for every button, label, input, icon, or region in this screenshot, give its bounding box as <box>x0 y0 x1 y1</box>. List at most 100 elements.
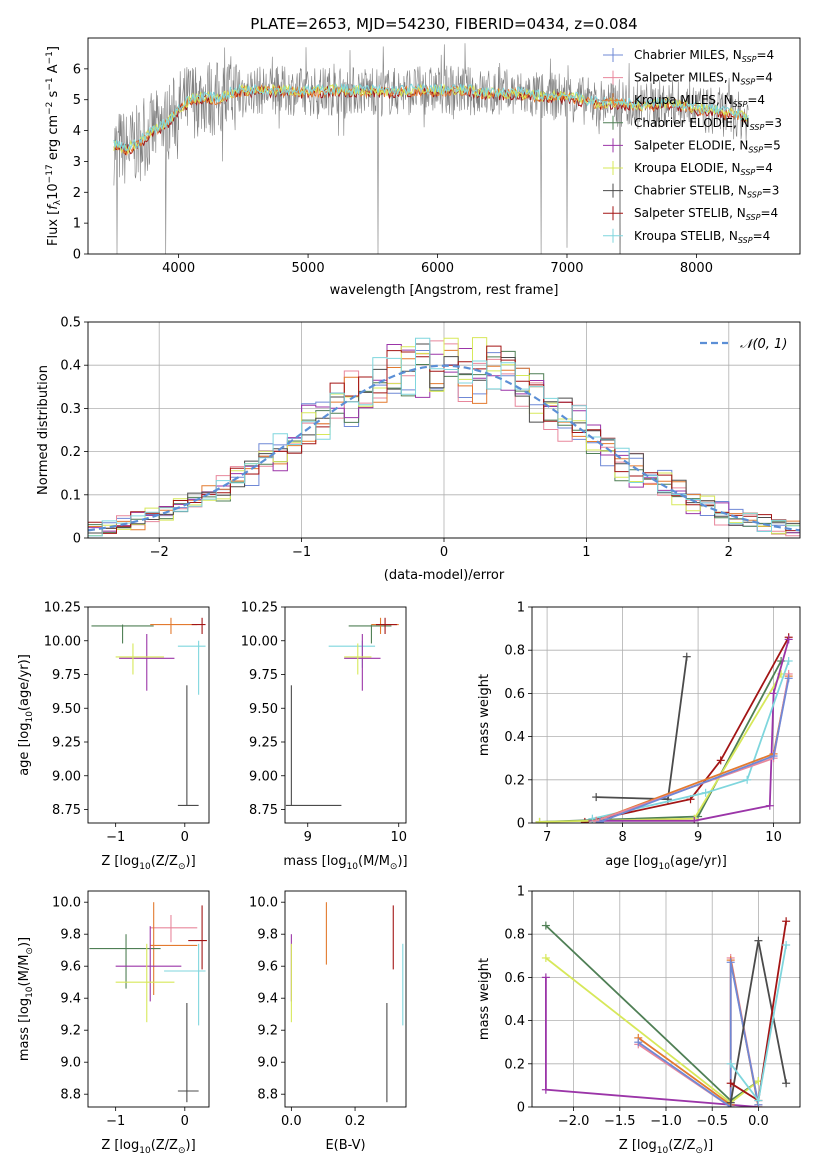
residuals-xtick-label: 1 <box>582 545 590 560</box>
age_vs_z-plot <box>91 617 206 807</box>
spectrum-xtick-label: 5000 <box>292 261 325 276</box>
weight_vs_z-ytick-label: 0.8 <box>504 928 525 943</box>
weight_vs_age-frame <box>531 606 801 824</box>
mass_vs_z-ytick-label: 10.0 <box>52 896 81 911</box>
weight_vs_age-ytick-label: 1 <box>517 601 525 616</box>
residuals-ytick-label: 0.3 <box>60 402 81 417</box>
spectrum-legend-label: Chabrier STELIB, NSSP=3 <box>634 184 779 200</box>
mass_vs_ebv-plot <box>290 902 404 1103</box>
weight_vs_age-xlabel-part: 10 <box>658 862 670 872</box>
spectrum-ytick-label: 4 <box>73 124 81 139</box>
mass_vs_ebv-xlabel: E(B-V) <box>325 1138 365 1153</box>
spectrum-ticks: 4000 5000 6000 7000 8000 0 1 2 3 4 5 6 <box>73 62 713 276</box>
legend-sub: SSP <box>733 100 748 109</box>
mass_vs_z-ytick-label: 9.6 <box>60 960 81 975</box>
spectrum-ylabel-part: λ <box>53 199 63 205</box>
legend-sub: SSP <box>738 236 753 245</box>
mass_vs_z-ticks: −1 0 8.8 9.0 9.2 9.4 9.6 9.8 10.0 <box>52 896 189 1129</box>
mass_vs_z-xlabel-part: 10 <box>139 1146 151 1156</box>
age_vs_z-ylabel-part: (age/yr)] <box>17 654 32 711</box>
age_vs_z-xlabel: Z [log10(Z/Z⊙)] <box>101 854 195 872</box>
age_vs_z-ticks: −1 0 8.75 9.00 9.25 9.50 9.75 10.00 10.25 <box>44 601 189 846</box>
age_vs_mass-ytick-label: 10.00 <box>241 634 278 649</box>
weight_vs_age-ytick-label: 0.2 <box>504 773 525 788</box>
legend-text: Kroupa ELODIE, N <box>634 161 741 175</box>
mass_vs_z-frame <box>87 890 210 1108</box>
weight_vs_z-xlabel: Z [log10(Z/Z⊙)] <box>619 1138 713 1156</box>
weight_vs_age-xlabel-part: (age/yr)] <box>670 854 727 869</box>
age_vs_z-ytick-label: 9.50 <box>52 702 81 717</box>
weight_vs_age-series-salpeter_stelib <box>584 636 790 823</box>
mass_vs_z-ytick-label: 9.4 <box>60 992 81 1007</box>
weight_vs_age-ticks: 7 8 9 10 0 0.2 0.4 0.6 0.8 1 <box>504 601 782 846</box>
spectrum-ytick-label: 1 <box>73 217 81 232</box>
age_vs_z-ylabel-part: 10 <box>25 711 35 723</box>
age_vs_mass-ticks: 9 10 8.75 9.00 9.25 9.50 9.75 10.00 10.25 <box>241 601 407 846</box>
age_vs_z-ytick-label: 9.75 <box>52 668 81 683</box>
mass_vs_ebv-frame <box>284 890 407 1108</box>
weight_vs_age-ytick-label: 0.6 <box>504 687 525 702</box>
weight_vs_age-series-salpeter_elodie <box>592 639 790 822</box>
legend-sub: SSP <box>742 55 757 64</box>
mass_vs_z-ylabel-part: mass [log <box>17 998 32 1061</box>
legend-tail: =4 <box>747 93 765 107</box>
spectrum-xtick-label: 6000 <box>421 261 454 276</box>
age_vs_z-xtick-label: 0 <box>181 830 189 845</box>
weight_vs_z-ytick-label: 0.2 <box>504 1057 525 1072</box>
spectrum-ylabel-part: s <box>46 90 61 101</box>
age_vs_mass-frame <box>284 606 407 824</box>
spectrum-ytick-label: 0 <box>73 248 81 263</box>
residuals-plot <box>88 337 800 537</box>
spectrum-legend-label: Kroupa ELODIE, NSSP=4 <box>634 161 773 177</box>
weight_vs_age-xtick-label: 8 <box>618 830 626 845</box>
age_vs_mass-ytick-label: 9.25 <box>249 736 278 751</box>
age_vs_mass-plot <box>285 617 399 807</box>
weight_vs_z-panel: −2.0 −1.5 −1.0 −0.5 0.0 0 0.2 0.4 0.6 0.8 1 Z [log1… <box>477 885 801 1156</box>
weight_vs_z-xtick-label: −0.5 <box>696 1114 728 1129</box>
spectrum-model-kroupa_stelib <box>113 82 749 151</box>
mass_vs_z-ytick-label: 9.8 <box>60 928 81 943</box>
residuals-ytick-label: 0.5 <box>60 316 81 331</box>
spectrum-plot <box>113 43 749 254</box>
weight_vs_z-ytick-label: 0.6 <box>504 971 525 986</box>
weight_vs_z-series-chabrier_miles <box>637 962 760 1107</box>
spectrum-ylabel-part: ] <box>46 46 61 51</box>
residuals-histogram-kroupa_stelib <box>88 337 800 537</box>
age_vs_mass-xtick-label: 9 <box>304 830 312 845</box>
mass_vs_ebv-ytick-label: 9.8 <box>257 928 278 943</box>
spectrum-legend-label: Salpeter MILES, NSSP=4 <box>634 71 773 87</box>
age_vs_mass-xlabel-part: ⊙ <box>390 862 398 872</box>
spectrum-legend-label: Chabrier ELODIE, NSSP=3 <box>634 116 782 132</box>
weight_vs_age-ytick-label: 0.8 <box>504 644 525 659</box>
age_vs_mass-xlabel-part: )] <box>397 854 407 869</box>
spectrum-ylabel-part: erg cm <box>46 115 61 164</box>
mass_vs_ebv-ytick-label: 10.0 <box>249 896 278 911</box>
weight_vs_z-ylabel: mass weight <box>477 958 492 1040</box>
weight_vs_z-series-kroupa_elodie <box>545 957 759 1104</box>
age_vs_z-frame <box>87 606 210 824</box>
age_vs_z-ytick-label: 10.00 <box>44 634 81 649</box>
mass_vs_z-ytick-label: 8.8 <box>60 1088 81 1103</box>
mass_vs_z-xlabel-part: Z [log <box>101 1138 139 1153</box>
legend-tail: =4 <box>755 161 773 175</box>
mass_vs_z-ylabel-part: 10 <box>25 986 35 998</box>
mass_vs_z-ylabel: mass [log10(M/M⊙)] <box>17 937 35 1061</box>
spectrum-ylabel-part: Flux [ <box>46 210 61 246</box>
age_vs_mass-ytick-label: 10.25 <box>241 601 278 616</box>
weight_vs_z-series-chabrier_elodie <box>545 924 759 1102</box>
mass_vs_z-plot <box>89 902 207 1103</box>
spectrum-ytick-label: 6 <box>73 62 81 77</box>
residuals-legend: 𝒩(0, 1) <box>700 337 787 352</box>
spectrum-xtick-label: 7000 <box>550 261 583 276</box>
age_vs_z-ylabel: age [log10(age/yr)] <box>17 654 35 776</box>
spectrum-frame <box>87 37 801 255</box>
mass_vs_z-xtick-label: 0 <box>181 1114 189 1129</box>
weight_vs_z-xtick-label: −1.5 <box>604 1114 636 1129</box>
weight_vs_z-xtick-label: −2.0 <box>558 1114 590 1129</box>
spectrum-panel: 4000 5000 6000 7000 8000 0 1 2 3 4 5 6 wavelength [A… <box>45 37 801 298</box>
mass_vs_ebv-ytick-label: 8.8 <box>257 1088 278 1103</box>
